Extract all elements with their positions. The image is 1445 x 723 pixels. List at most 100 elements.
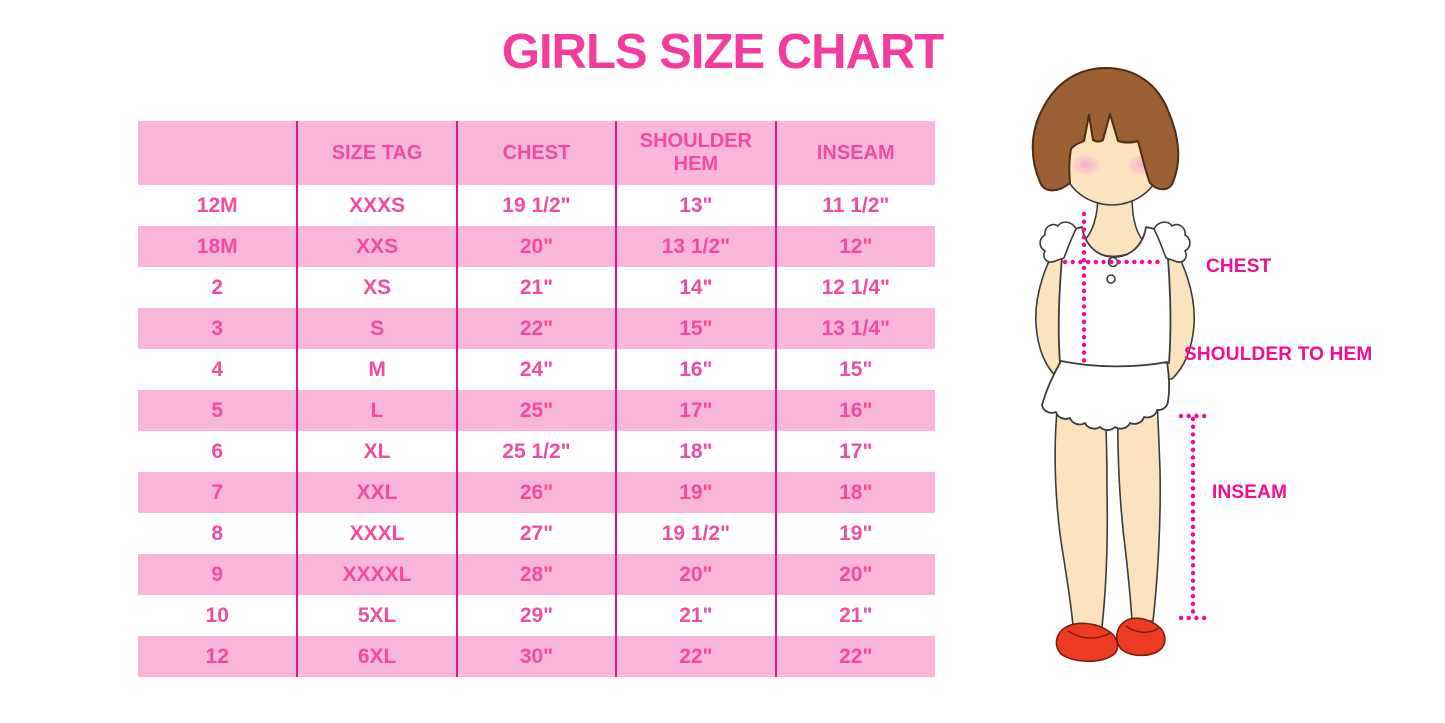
column-header: INSEAM <box>774 121 935 185</box>
table-cell: 22" <box>455 308 617 349</box>
table-cell: 2 <box>138 267 298 308</box>
measurement-figure: CHEST SHOULDER TO HEM INSEAM <box>1000 55 1445 723</box>
size-table-header: SIZE TAG CHEST SHOULDER HEM INSEAM <box>138 121 935 185</box>
table-cell: 21" <box>774 595 935 636</box>
table-cell: 18" <box>615 431 776 472</box>
left-shoe <box>1055 622 1119 663</box>
left-cheek-blush <box>1071 154 1101 176</box>
table-cell: 21" <box>455 267 617 308</box>
header-row: SIZE TAG CHEST SHOULDER HEM INSEAM <box>138 121 935 185</box>
table-row: 5 L 25" 17" 16" <box>138 390 935 431</box>
table-cell: 17" <box>774 431 935 472</box>
column-header: CHEST <box>455 121 617 185</box>
table-cell: XXL <box>296 472 457 513</box>
table-cell: 18" <box>774 472 935 513</box>
table-cell: 12 <box>138 636 298 677</box>
table-cell: 18M <box>138 226 298 267</box>
table-cell: 20" <box>615 554 776 595</box>
table-cell: XXXXL <box>296 554 457 595</box>
table-cell: 25 1/2" <box>455 431 617 472</box>
table-cell: 19 1/2" <box>455 185 617 226</box>
table-cell: 15" <box>774 349 935 390</box>
table-cell: 11 1/2" <box>774 185 935 226</box>
table-cell: 6XL <box>296 636 457 677</box>
skirt-ruffle <box>1041 360 1170 431</box>
chest-label: CHEST <box>1206 256 1272 277</box>
table-row: 10 5XL 29" 21" 21" <box>138 595 935 636</box>
left-shoe-strap <box>1067 630 1111 639</box>
table-cell: 22" <box>615 636 776 677</box>
column-header: SHOULDER HEM <box>615 121 776 185</box>
table-row: 12 6XL 30" 22" 22" <box>138 636 935 677</box>
page-title: GIRLS SIZE CHART <box>501 25 944 79</box>
table-row: 4 M 24" 16" 15" <box>138 349 935 390</box>
table-cell: XXXS <box>296 185 457 226</box>
table-cell: 19" <box>774 513 935 554</box>
size-table: SIZE TAG CHEST SHOULDER HEM INSEAM 12M XXXS 1… <box>138 121 935 677</box>
right-shoe <box>1115 617 1166 657</box>
bottom-button <box>1106 274 1116 284</box>
table-cell: 29" <box>455 595 617 636</box>
table-cell: 28" <box>455 554 617 595</box>
table-cell: 12M <box>138 185 298 226</box>
table-cell: M <box>296 349 457 390</box>
table-cell: S <box>296 308 457 349</box>
table-cell: 9 <box>138 554 298 595</box>
table-cell: 24" <box>455 349 617 390</box>
table-cell: 21" <box>615 595 776 636</box>
table-cell: 13 1/2" <box>615 226 776 267</box>
table-cell: 30" <box>455 636 617 677</box>
table-cell: 16" <box>615 349 776 390</box>
inseam-label: INSEAM <box>1212 482 1288 503</box>
table-cell: 16" <box>774 390 935 431</box>
left-leg <box>1054 399 1109 628</box>
table-cell: 14" <box>615 267 776 308</box>
table-row: 6 XL 25 1/2" 18" 17" <box>138 431 935 472</box>
column-header: SIZE TAG <box>296 121 457 185</box>
table-cell: 3 <box>138 308 298 349</box>
table-cell: 12" <box>774 226 935 267</box>
table-cell: 12 1/4" <box>774 267 935 308</box>
table-cell: 17" <box>615 390 776 431</box>
table-cell: 20" <box>455 226 617 267</box>
table-cell: 13" <box>615 185 776 226</box>
table-cell: L <box>296 390 457 431</box>
table-row: 3 S 22" 15" 13 1/4" <box>138 308 935 349</box>
table-row: 2 XS 21" 14" 12 1/4" <box>138 267 935 308</box>
table-cell: 5XL <box>296 595 457 636</box>
table-cell: XXS <box>296 226 457 267</box>
table-cell: 25" <box>455 390 617 431</box>
table-cell: XXXL <box>296 513 457 554</box>
right-shoulder-ruffle <box>1153 221 1191 263</box>
size-table-body: 12M XXXS 19 1/2" 13" 11 1/2" 18M XXS 20" 13 1/2"… <box>138 185 935 677</box>
table-cell: 15" <box>615 308 776 349</box>
table-cell: XL <box>296 431 457 472</box>
table-cell: 19" <box>615 472 776 513</box>
table-row: 8 XXXL 27" 19 1/2" 19" <box>138 513 935 554</box>
table-cell: XS <box>296 267 457 308</box>
hair <box>1031 67 1180 192</box>
girl-illustration <box>1031 67 1208 663</box>
table-cell: 8 <box>138 513 298 554</box>
table-cell: 22" <box>774 636 935 677</box>
table-cell: 13 1/4" <box>774 308 935 349</box>
table-row: 7 XXL 26" 19" 18" <box>138 472 935 513</box>
table-row: 9 XXXXL 28" 20" 20" <box>138 554 935 595</box>
table-row: 18M XXS 20" 13 1/2" 12" <box>138 226 935 267</box>
left-shoulder-ruffle <box>1039 221 1077 263</box>
column-header <box>138 121 298 185</box>
table-cell: 10 <box>138 595 298 636</box>
table-cell: 4 <box>138 349 298 390</box>
table-cell: 5 <box>138 390 298 431</box>
table-cell: 27" <box>455 513 617 554</box>
table-cell: 20" <box>774 554 935 595</box>
right-shoe-strap <box>1125 625 1160 633</box>
table-cell: 7 <box>138 472 298 513</box>
right-leg <box>1117 399 1161 622</box>
table-row: 12M XXXS 19 1/2" 13" 11 1/2" <box>138 185 935 226</box>
table-cell: 26" <box>455 472 617 513</box>
table-cell: 6 <box>138 431 298 472</box>
table-cell: 19 1/2" <box>615 513 776 554</box>
shoulder-to-hem-label: SHOULDER TO HEM <box>1184 344 1373 365</box>
